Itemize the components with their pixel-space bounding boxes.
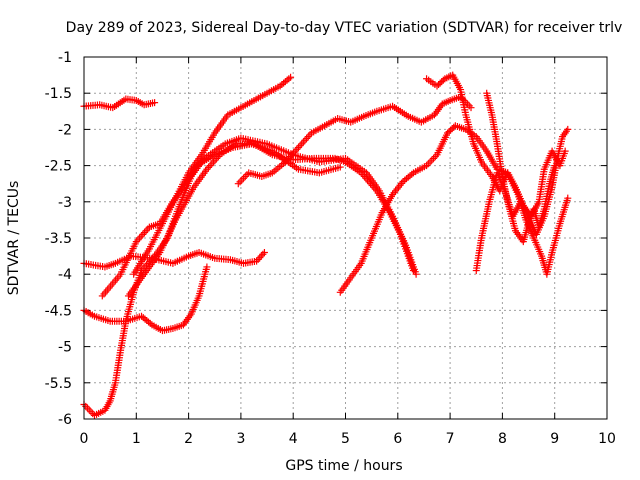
x-tick-label: 3 [236, 431, 245, 447]
data-point [293, 145, 301, 153]
x-tick-label: 1 [132, 431, 141, 447]
data-point [561, 147, 569, 155]
data-point [551, 162, 559, 170]
y-tick-label: -1 [58, 50, 72, 66]
axis-ticks: 0 1 2 3 4 5 6 7 8 9 10 -6 -5.5 -5 -4.5 -4 -3.5 -3 -2.5 -2 -1… [45, 50, 616, 447]
x-tick-label: 4 [289, 431, 298, 447]
data-point [336, 163, 344, 171]
y-tick-label: -1.5 [45, 86, 72, 102]
data-point [303, 134, 311, 142]
series-4 [80, 134, 420, 419]
x-tick-label: 5 [341, 431, 350, 447]
y-tick-label: -6 [58, 412, 72, 428]
x-tick-label: 9 [550, 431, 559, 447]
data-point [203, 263, 211, 271]
y-tick-label: -4.5 [45, 303, 72, 319]
y-tick-label: -5 [58, 340, 72, 356]
y-axis-label: SDTVAR / TECUs [6, 181, 22, 296]
data-point [409, 267, 417, 275]
data-point [136, 234, 144, 242]
y-tick-label: -2 [58, 122, 72, 138]
data-point [139, 230, 147, 238]
data-point [257, 252, 265, 260]
data-point [465, 102, 473, 110]
chart-title: Day 289 of 2023, Sidereal Day-to-day VTE… [66, 20, 623, 36]
data-point [140, 229, 148, 237]
data-point [236, 178, 244, 186]
series-8 [234, 93, 475, 188]
data-point [259, 250, 267, 258]
x-tick-label: 2 [184, 431, 193, 447]
y-tick-label: -3 [58, 195, 72, 211]
y-tick-label: -5.5 [45, 376, 72, 392]
x-tick-label: 0 [80, 431, 89, 447]
x-tick-label: 8 [498, 431, 507, 447]
series-6 [124, 140, 417, 300]
data-point [137, 232, 145, 240]
data-point [564, 194, 572, 202]
series-7 [130, 73, 295, 278]
data-point [238, 176, 246, 184]
data-point [240, 174, 248, 182]
data-point [467, 104, 475, 112]
data-point [151, 99, 159, 107]
series-1 [80, 95, 159, 112]
data-point [82, 402, 90, 410]
plot-border [83, 56, 608, 420]
series-2 [80, 248, 268, 271]
data-point [205, 163, 213, 171]
data-point [428, 156, 436, 164]
data-point [234, 180, 242, 188]
data-point [412, 270, 420, 278]
data-point [359, 171, 367, 179]
data-point [296, 142, 304, 150]
data-point [299, 138, 307, 146]
data-point [206, 162, 214, 170]
x-tick-label: 10 [598, 431, 616, 447]
data-point [304, 133, 312, 141]
y-tick-label: -3.5 [45, 231, 72, 247]
data-point [83, 404, 91, 412]
data-point [430, 154, 438, 162]
data-point [426, 158, 434, 166]
data-point [260, 248, 268, 256]
data-point [208, 160, 216, 168]
data-point [439, 76, 447, 84]
data-point [301, 136, 309, 144]
data-marks [80, 71, 572, 419]
data-point [564, 125, 572, 133]
data-point [294, 144, 302, 151]
data-point [243, 171, 251, 179]
data-point [298, 140, 306, 148]
data-point [142, 227, 150, 235]
y-tick-label: -2.5 [45, 159, 72, 175]
data-point [256, 254, 264, 262]
x-axis-label: GPS time / hours [285, 458, 402, 474]
x-tick-label: 7 [446, 431, 455, 447]
grid-lines [84, 57, 607, 419]
data-point [287, 73, 295, 81]
y-tick-label: -4 [58, 267, 72, 283]
series-3 [80, 263, 211, 335]
series-12 [483, 89, 559, 246]
x-tick-label: 6 [393, 431, 402, 447]
data-point [85, 406, 93, 414]
